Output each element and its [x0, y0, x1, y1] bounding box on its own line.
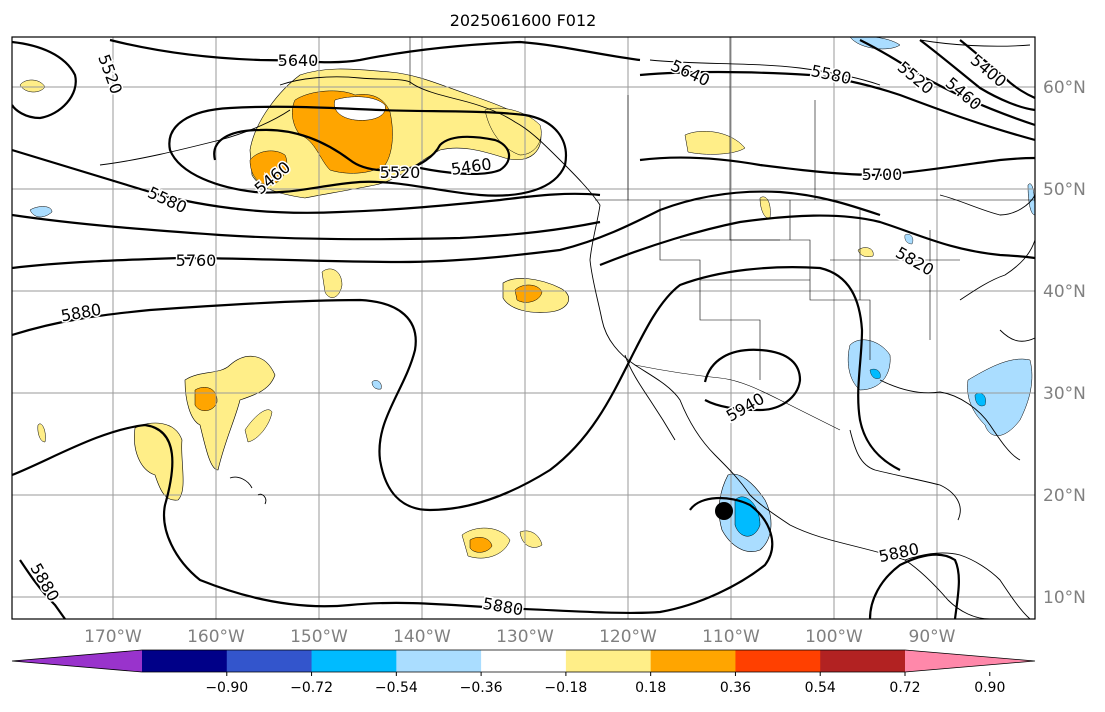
storm-marker [715, 502, 733, 520]
colorbar-segment [735, 650, 821, 672]
coast-baja [624, 354, 676, 441]
coast-hudson [939, 194, 1035, 216]
colorbar-tick-label: −0.90 [205, 680, 248, 696]
colorbar-tick-label: −0.72 [290, 680, 333, 696]
colorbar-tick-label: 0.54 [805, 680, 836, 696]
lat-label: 30°N [1043, 384, 1086, 404]
graticule [12, 37, 1035, 619]
lon-label: 150°W [290, 627, 348, 647]
lat-label: 20°N [1043, 486, 1086, 506]
shade-orange-hawaii [194, 387, 218, 411]
contour-label: 5520 [380, 163, 421, 182]
shade-orange-offshore [514, 284, 543, 303]
map-title: 2025061600 F012 [450, 11, 597, 30]
colorbar-segment [820, 650, 906, 672]
shade-yellow-small-b [37, 423, 46, 443]
contour-5700 [639, 156, 1035, 177]
contour-5880-main [12, 266, 901, 512]
contour-label: 5700 [862, 165, 903, 184]
contour-5520-left [12, 40, 77, 120]
lon-label: 110°W [702, 627, 760, 647]
latitude-labels: 60°N 50°N 40°N 30°N 20°N 10°N [1043, 78, 1086, 608]
colorbar-segment [565, 650, 652, 672]
contour-5580-ne [639, 70, 1035, 142]
coast-gulf-mexico [849, 379, 1021, 521]
contour-5460-gulf [213, 128, 511, 176]
shade-lightblue-east [1027, 183, 1035, 216]
colorbar-tick-label: 0.18 [635, 680, 666, 696]
coast-central-america [904, 552, 1031, 619]
borders [409, 37, 1035, 431]
contour-5640-mid [12, 213, 601, 241]
shade-lightblue-left [29, 206, 53, 218]
map-frame [11, 36, 1036, 620]
shade-yellow-ia [857, 247, 874, 257]
lon-label: 120°W [599, 627, 657, 647]
contour-5460-ne [919, 39, 1035, 112]
colorbar-segment [396, 650, 482, 672]
longitude-labels: 170°W 160°W 150°W 140°W 130°W 120°W 110°… [84, 627, 956, 647]
lat-label: 10°N [1043, 588, 1086, 608]
contour-5760 [12, 190, 881, 270]
coast-alaska [279, 76, 601, 206]
contour-5520-ne [859, 39, 1035, 127]
contour-5580 [12, 148, 601, 214]
coast-east [959, 239, 1035, 342]
height-contours [12, 38, 1035, 619]
colorbar-segment [142, 650, 228, 672]
colorbar-segment [650, 650, 736, 672]
colorbar-tick-label: −0.18 [544, 680, 587, 696]
coast-alaska-peninsula [99, 109, 291, 166]
colorbar-segment [481, 650, 567, 672]
colorbar-tick-label: −0.36 [460, 680, 503, 696]
shade-lightblue-great-lakes [904, 234, 914, 245]
contour-5880-se [868, 553, 960, 619]
contour-5820-east [599, 214, 1035, 267]
map-area: 5640 5520 5460 5520 5460 5580 5760 5880 … [12, 37, 1035, 619]
lat-label: 50°N [1043, 180, 1086, 200]
contour-label: 5640 [278, 51, 319, 70]
colorbar-tick-label: −0.54 [375, 680, 418, 696]
lon-label: 160°W [187, 627, 245, 647]
shade-blue-texas [869, 368, 881, 379]
colorbar-extend-high [905, 650, 1035, 672]
shade-lightblue-topright [849, 37, 901, 50]
contour-5940 [703, 348, 802, 412]
coast-canada-north [649, 39, 1031, 86]
shade-orange-small [249, 150, 288, 186]
lon-label: 130°W [496, 627, 554, 647]
lon-label: 100°W [805, 627, 863, 647]
shade-yellow-hawaii [184, 355, 276, 471]
contour-5400-ne [959, 39, 1035, 100]
shaded-regions [19, 37, 1035, 559]
shade-lightblue-small [371, 380, 382, 390]
shade-yellow-mid [321, 268, 343, 298]
contour-5640-north [109, 38, 641, 64]
colorbar-segment [226, 650, 313, 672]
lon-label: 170°W [84, 627, 142, 647]
colorbar-extend-low [12, 650, 142, 672]
contour-label: 5880 [877, 539, 921, 566]
lon-label: 90°W [909, 627, 956, 647]
colorbar: −0.90 −0.72 −0.54 −0.36 −0.18 0.18 0.36 0.54 0.7… [11, 649, 1036, 696]
shade-yellow-small-a [244, 409, 273, 443]
colorbar-tick-label: 0.72 [889, 680, 920, 696]
colorbar-outline [11, 649, 1036, 673]
lat-label: 60°N [1043, 78, 1086, 98]
colorbar-tick-label: 0.90 [974, 680, 1005, 696]
colorbar-tick-label: 0.36 [720, 680, 751, 696]
lon-label: 140°W [393, 627, 451, 647]
coast-hawaii [229, 476, 267, 505]
contour-5520-gulf [168, 105, 568, 197]
contour-5880-sw [19, 559, 66, 619]
shade-yellow-northcoast [484, 107, 542, 156]
shade-orange-south [469, 537, 493, 553]
lat-label: 40°N [1043, 282, 1086, 302]
contour-label: 5760 [176, 251, 217, 270]
contour-5880-south [12, 423, 774, 615]
colorbar-segment [311, 650, 397, 672]
